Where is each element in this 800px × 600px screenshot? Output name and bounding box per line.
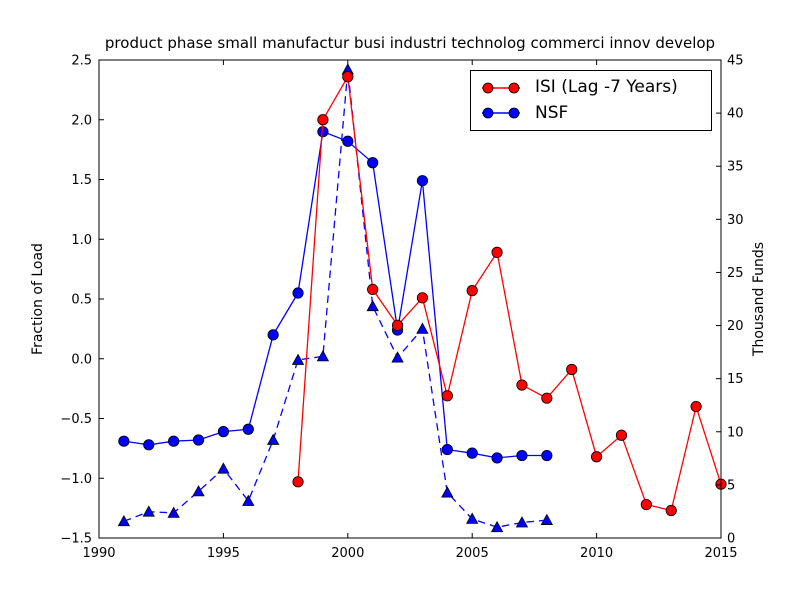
series-2-marker <box>167 506 180 518</box>
series-0-marker <box>665 504 677 517</box>
series-1-marker <box>192 434 205 446</box>
series-0-marker <box>516 379 528 391</box>
series-1-marker <box>466 447 478 459</box>
series-0-marker <box>566 363 578 376</box>
left-tick-label: 1.0 <box>71 233 92 248</box>
series-2-marker <box>515 516 529 528</box>
x-tick-label: 2005 <box>456 546 489 561</box>
series-0-marker <box>342 71 354 83</box>
right-tick-label: 5 <box>727 478 735 493</box>
legend-label-nsf: NSF <box>535 102 569 123</box>
series-1-marker <box>118 435 130 447</box>
series-1-marker <box>416 175 429 187</box>
legend: ISI (Lag -7 Years) NSF <box>470 70 712 131</box>
series-2-line <box>123 69 547 528</box>
right-tick-label: 15 <box>727 372 744 387</box>
right-tick-label: 25 <box>727 266 744 281</box>
series-1-marker <box>242 423 254 435</box>
series-0-marker <box>466 285 478 297</box>
series-0-marker <box>590 451 603 463</box>
series-2-marker <box>366 299 379 312</box>
series-1-marker <box>367 157 379 169</box>
x-tick-label: 2010 <box>580 546 613 561</box>
legend-line-sample-blue-icon <box>482 107 520 119</box>
x-tick-label: 1995 <box>207 546 240 561</box>
series-1-marker <box>541 449 553 462</box>
left-tick-label: 0.5 <box>71 293 92 308</box>
right-tick-label: 35 <box>727 160 744 175</box>
series-0-marker <box>367 283 379 296</box>
left-tick-label: 0.0 <box>71 352 92 367</box>
series-1-line <box>123 130 547 459</box>
series-2-marker <box>416 322 429 334</box>
series-0-marker <box>317 114 329 126</box>
x-tick-label: 2000 <box>331 546 364 561</box>
series-2-marker <box>142 505 155 517</box>
series-0-marker <box>292 476 304 488</box>
left-tick-label: 1.5 <box>71 173 92 188</box>
x-tick-label: 1990 <box>82 546 115 561</box>
right-tick-label: 10 <box>727 425 744 440</box>
left-tick-label: 2.0 <box>71 113 92 128</box>
series-1-marker <box>516 449 528 462</box>
series-2-marker <box>540 513 554 525</box>
series-1-marker <box>217 426 229 438</box>
series-1-marker <box>168 435 180 447</box>
series-1-marker <box>143 439 155 451</box>
series-0-marker <box>640 498 652 511</box>
left-tick-label: −1.5 <box>60 532 92 547</box>
series-0-marker <box>491 246 503 258</box>
series-2-marker <box>117 514 131 527</box>
series-2-marker <box>391 351 404 363</box>
x-tick-label: 2015 <box>704 546 737 561</box>
right-tick-label: 30 <box>727 213 744 228</box>
series-0-marker <box>391 319 404 331</box>
series-2-marker <box>490 520 504 533</box>
series-1-marker <box>267 329 279 341</box>
left-tick-label: 2.5 <box>71 54 92 69</box>
legend-entry-isi: ISI (Lag -7 Years) <box>481 79 711 96</box>
legend-label-isi: ISI (Lag -7 Years) <box>535 77 678 98</box>
right-tick-label: 40 <box>727 107 744 122</box>
right-tick-label: 45 <box>727 54 744 69</box>
series-0-line <box>297 74 722 512</box>
axes-box <box>98 59 722 539</box>
series-1-marker <box>292 287 304 299</box>
right-tick-label: 0 <box>727 532 735 547</box>
legend-line-sample-red-icon <box>482 82 520 94</box>
series-2-marker <box>441 486 454 498</box>
series-2-marker <box>192 485 205 497</box>
series-0-marker <box>441 390 453 402</box>
series-1-marker <box>342 135 354 147</box>
series-0-marker <box>690 400 702 413</box>
right-tick-label: 20 <box>727 319 744 334</box>
legend-entry-nsf: NSF <box>481 102 711 123</box>
series-2-marker <box>291 353 305 365</box>
series-0-marker <box>416 292 429 304</box>
series-2-marker <box>242 494 255 506</box>
series-2-marker <box>316 350 330 362</box>
series-0-marker <box>541 392 553 404</box>
series-0-marker <box>615 429 628 441</box>
series-2-marker <box>266 433 280 445</box>
series-1-marker <box>441 443 453 456</box>
left-tick-label: −0.5 <box>60 412 92 427</box>
series-1-marker <box>491 452 503 464</box>
left-tick-label: −1.0 <box>60 472 92 487</box>
chart-title: product phase small manufactur busi indu… <box>104 34 716 52</box>
series-2-marker <box>217 462 230 474</box>
series-2-marker <box>466 512 479 524</box>
